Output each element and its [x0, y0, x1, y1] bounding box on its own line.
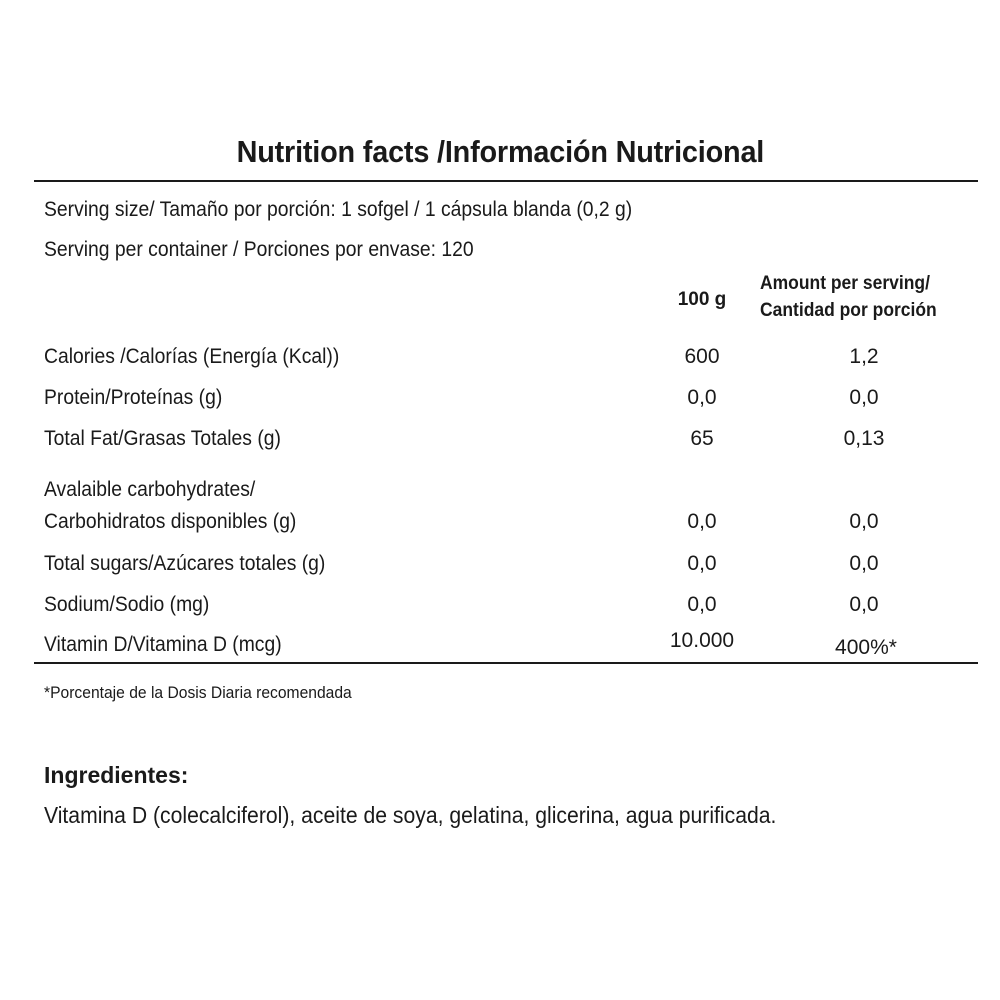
row-value-100g-total-fat: 65 [690, 427, 714, 450]
column-header-per-serving: Amount per serving/ Cantidad por porción [760, 270, 937, 324]
row-value-serving-total-sugars: 0,0 [849, 552, 879, 575]
row-value-serving-calories: 1,2 [849, 345, 879, 368]
column-header-100g: 100 g [677, 289, 727, 310]
row-value-100g-total-sugars: 0,0 [687, 552, 717, 575]
footnote: *Porcentaje de la Dosis Diaria recomenda… [44, 683, 352, 702]
ingredients-heading: Ingredientes: [44, 762, 189, 788]
row-value-serving-total-fat: 0,13 [843, 427, 885, 450]
row-label-carbohydrates: Carbohidratos disponibles (g) [44, 510, 297, 533]
row-value-100g-calories: 600 [684, 345, 720, 368]
row-value-serving-protein: 0,0 [849, 386, 879, 409]
row-value-serving-vitamin-d: 400%* [835, 636, 897, 659]
row-value-100g-sodium: 0,0 [687, 593, 717, 616]
nutrition-title: Nutrition facts /Información Nutricional [236, 134, 765, 169]
row-value-100g-vitamin-d: 10.000 [669, 629, 735, 652]
bottom-divider [34, 662, 978, 664]
row-value-serving-carbohydrates: 0,0 [849, 510, 879, 533]
row-value-100g-carbohydrates: 0,0 [687, 510, 717, 533]
serving-size: Serving size/ Tamaño por porción: 1 sofg… [44, 198, 633, 221]
row-value-serving-sodium: 0,0 [849, 593, 879, 616]
ingredients-text: Vitamina D (colecalciferol), aceite de s… [44, 802, 777, 828]
column-header-per-serving-line2: Cantidad por porción [760, 300, 937, 321]
column-header-per-serving-line1: Amount per serving/ [760, 273, 930, 294]
row-label-vitamin-d: Vitamin D/Vitamina D (mcg) [44, 633, 282, 656]
row-label-calories: Calories /Calorías (Energía (Kcal)) [44, 345, 340, 368]
row-value-100g-protein: 0,0 [687, 386, 717, 409]
row-label-total-sugars: Total sugars/Azúcares totales (g) [44, 552, 326, 575]
row-label-protein: Protein/Proteínas (g) [44, 386, 223, 409]
top-divider [34, 180, 978, 182]
row-label-sodium: Sodium/Sodio (mg) [44, 593, 210, 616]
row-label-total-fat: Total Fat/Grasas Totales (g) [44, 427, 281, 450]
servings-per-container: Serving per container / Porciones por en… [44, 238, 474, 261]
row-label-carbohydrates-line1: Avalaible carbohydrates/ [44, 478, 256, 501]
